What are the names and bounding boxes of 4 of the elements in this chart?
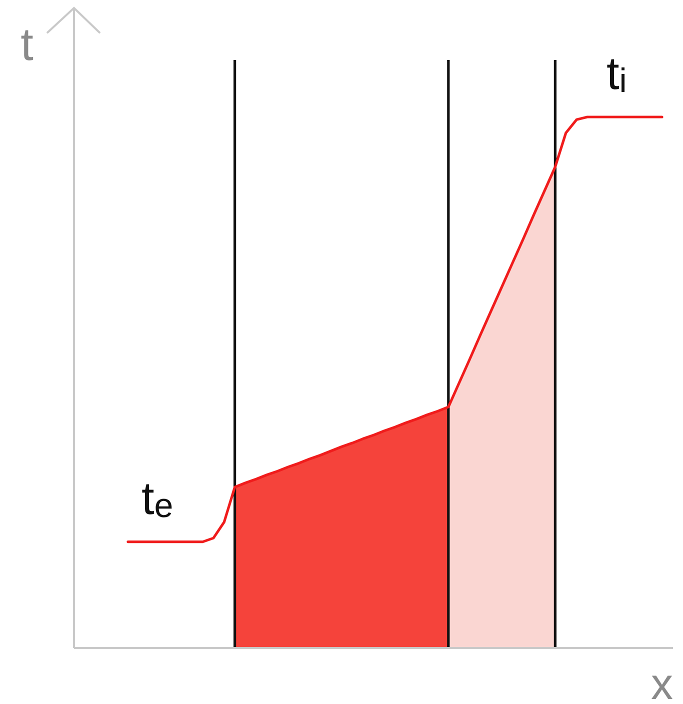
annotation: t$_{e}$ <box>142 472 174 525</box>
y-axis-title: t <box>20 18 34 70</box>
annotation: t$_{i}$ <box>606 47 627 100</box>
x-axis-title: x <box>651 660 673 704</box>
